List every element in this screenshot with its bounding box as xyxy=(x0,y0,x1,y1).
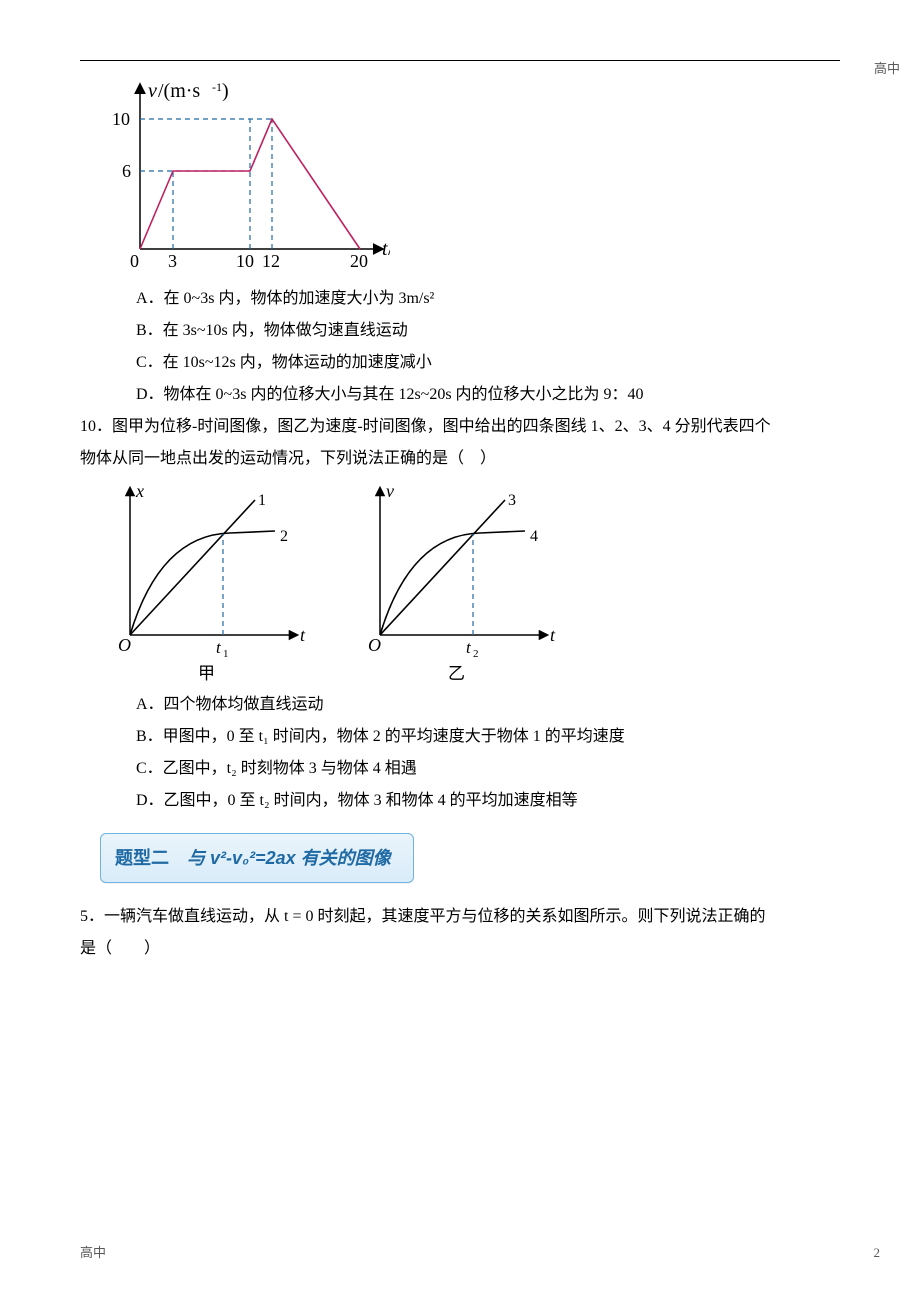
q9-option-c: C．在 10s~12s 内，物体运动的加速度减小 xyxy=(136,347,840,379)
header-right-label: 高中 xyxy=(874,56,900,82)
svg-text:t: t xyxy=(550,625,556,645)
q10-option-d: D．乙图中，0 至 t₂ 时间内，物体 3 和物体 4 的平均加速度相等 xyxy=(136,785,840,817)
svg-text:): ) xyxy=(222,80,229,102)
chart-vt2: v t O 3 4 t 2 乙 xyxy=(350,475,560,685)
svg-text:10: 10 xyxy=(236,251,254,271)
svg-text:1: 1 xyxy=(223,648,229,660)
svg-text:/s: /s xyxy=(388,238,390,260)
section-2-prefix: 题型二 xyxy=(115,848,169,868)
q10-option-c: C．乙图中，t₂ 时刻物体 3 与物体 4 相遇 xyxy=(136,753,840,785)
section-2-badge: 题型二 与 v²-v₀²=2ax 有关的图像 xyxy=(100,833,414,883)
q10-options: A．四个物体均做直线运动 B．甲图中，0 至 t₁ 时间内，物体 2 的平均速度… xyxy=(80,689,840,817)
svg-text:-1: -1 xyxy=(212,80,222,94)
svg-text:0: 0 xyxy=(130,251,139,271)
svg-text:3: 3 xyxy=(508,492,516,509)
svg-text:3: 3 xyxy=(168,251,177,271)
svg-text:4: 4 xyxy=(530,528,538,545)
svg-text:2: 2 xyxy=(473,648,479,660)
q10-option-a: A．四个物体均做直线运动 xyxy=(136,689,840,721)
q10-charts: x t O 1 2 t 1 甲 v t O 3 4 t 2 乙 xyxy=(100,475,840,685)
q9-option-a: A．在 0~3s 内，物体的加速度大小为 3m/s² xyxy=(136,283,840,315)
q5-stem-line1: 5．一辆汽车做直线运动，从 t = 0 时刻起，其速度平方与位移的关系如图所示。… xyxy=(80,901,840,933)
q9-option-b: B．在 3s~10s 内，物体做匀速直线运动 xyxy=(136,315,840,347)
svg-text:20: 20 xyxy=(350,251,368,271)
svg-text:2: 2 xyxy=(280,528,288,545)
q9-option-d: D．物体在 0~3s 内的位移大小与其在 12s~20s 内的位移大小之比为 9… xyxy=(136,379,840,411)
q10-option-b: B．甲图中，0 至 t₁ 时间内，物体 2 的平均速度大于物体 1 的平均速度 xyxy=(136,721,840,753)
svg-text:x: x xyxy=(135,481,144,501)
header-rule xyxy=(80,60,840,61)
q9-options: A．在 0~3s 内，物体的加速度大小为 3m/s² B．在 3s~10s 内，… xyxy=(80,283,840,411)
section-2-title: 与 v²-v₀²=2ax 有关的图像 xyxy=(187,848,391,868)
svg-text:t: t xyxy=(216,638,222,657)
svg-text:v: v xyxy=(148,80,157,102)
svg-text:t: t xyxy=(466,638,472,657)
footer-left-label: 高中 xyxy=(80,1240,106,1266)
svg-text:乙: 乙 xyxy=(448,664,465,683)
svg-text:/(m·s: /(m·s xyxy=(158,80,200,102)
svg-text:甲: 甲 xyxy=(198,664,215,683)
svg-text:10: 10 xyxy=(112,109,130,129)
chart-vt: 0 3 10 12 20 6 10 v /(m·s -1 ) t /s xyxy=(100,79,840,279)
svg-text:6: 6 xyxy=(122,161,131,181)
q5-stem-line2: 是（ ） xyxy=(80,933,840,965)
q10-stem-line2: 物体从同一地点出发的运动情况，下列说法正确的是（ ） xyxy=(80,443,840,475)
svg-text:t: t xyxy=(300,625,306,645)
svg-text:v: v xyxy=(386,481,394,501)
svg-text:12: 12 xyxy=(262,251,280,271)
q10-stem-line1: 10．图甲为位移-时间图像，图乙为速度-时间图像，图中给出的四条图线 1、2、3… xyxy=(80,411,840,443)
svg-text:1: 1 xyxy=(258,492,266,509)
svg-text:O: O xyxy=(368,635,381,655)
svg-text:O: O xyxy=(118,635,131,655)
page-number: 2 xyxy=(874,1240,881,1266)
chart-xt: x t O 1 2 t 1 甲 xyxy=(100,475,310,685)
